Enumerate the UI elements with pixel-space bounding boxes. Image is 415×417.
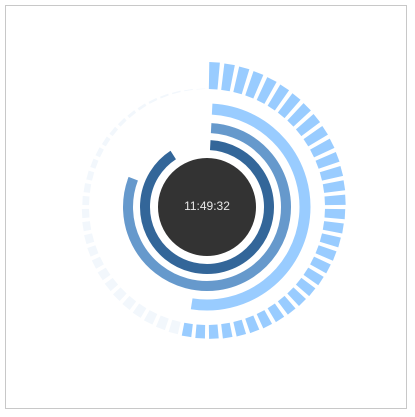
second-tick-segment <box>221 322 233 339</box>
hour-progress-ring <box>140 140 274 274</box>
second-tick-segment <box>148 97 158 104</box>
second-tick-segment <box>256 77 277 104</box>
second-tick-segment <box>233 66 250 95</box>
second-tick-segment <box>315 245 337 261</box>
second-tick-segment <box>277 295 296 315</box>
second-tick-segment <box>245 315 260 334</box>
second-tick-segment <box>319 233 341 248</box>
time-label: 11:49:32 <box>184 199 230 213</box>
second-tick-segment <box>184 88 193 92</box>
second-tick-segment <box>287 103 311 127</box>
second-tick-segment <box>83 183 92 193</box>
clock-face <box>156 156 258 258</box>
second-tick-segment <box>82 195 90 206</box>
second-tick-segment <box>324 194 346 206</box>
second-tick-segment <box>109 126 119 137</box>
second-tick-segment <box>195 324 206 339</box>
second-tick-segment <box>324 208 346 220</box>
second-tick-segment <box>256 310 273 329</box>
second-tick-segment <box>127 110 137 119</box>
second-tick-segment <box>319 165 344 181</box>
second-tick-segment <box>87 245 99 257</box>
second-tick-segment <box>81 208 90 219</box>
second-tick-segment <box>208 324 219 339</box>
second-tick-segment <box>181 322 193 338</box>
second-tick-segment <box>267 84 290 111</box>
second-tick-segment <box>82 221 92 232</box>
second-tick-segment <box>245 71 264 99</box>
second-tick-segment <box>171 90 181 95</box>
second-tick-segment <box>196 88 206 90</box>
second-tick-segment <box>104 277 119 292</box>
second-tick-segment <box>101 136 111 147</box>
seconds-tick-ring <box>81 62 346 339</box>
second-tick-segment <box>287 287 306 306</box>
second-tick-segment <box>267 303 285 323</box>
second-tick-segment <box>295 277 316 297</box>
second-tick-segment <box>122 295 137 310</box>
second-tick-segment <box>208 62 220 90</box>
minute-progress-ring <box>123 123 291 291</box>
second-tick-segment <box>310 256 331 274</box>
second-tick-segment <box>143 310 158 325</box>
second-tick-segment <box>295 114 321 137</box>
second-tick-segment <box>277 93 301 119</box>
second-tick-segment <box>160 93 169 99</box>
second-tick-segment <box>117 117 127 127</box>
second-tick-segment <box>86 170 95 181</box>
second-tick-segment <box>322 180 346 193</box>
second-tick-segment <box>303 267 324 286</box>
second-tick-segment <box>137 103 147 111</box>
second-tick-segment <box>84 233 95 245</box>
second-tick-segment <box>90 158 99 169</box>
second-tick-segment <box>221 63 235 92</box>
second-tick-segment <box>168 319 181 335</box>
second-tick-segment <box>91 256 104 269</box>
second-tick-segment <box>112 287 127 302</box>
second-progress-ring <box>190 103 311 311</box>
second-tick-segment <box>310 138 335 158</box>
second-tick-segment <box>95 147 104 158</box>
second-tick-segment <box>233 319 247 337</box>
second-tick-segment <box>303 125 328 147</box>
second-tick-segment <box>97 267 111 281</box>
second-tick-segment <box>322 221 344 234</box>
second-tick-segment <box>132 303 147 318</box>
second-tick-segment <box>315 152 340 169</box>
second-tick-segment <box>155 315 169 331</box>
